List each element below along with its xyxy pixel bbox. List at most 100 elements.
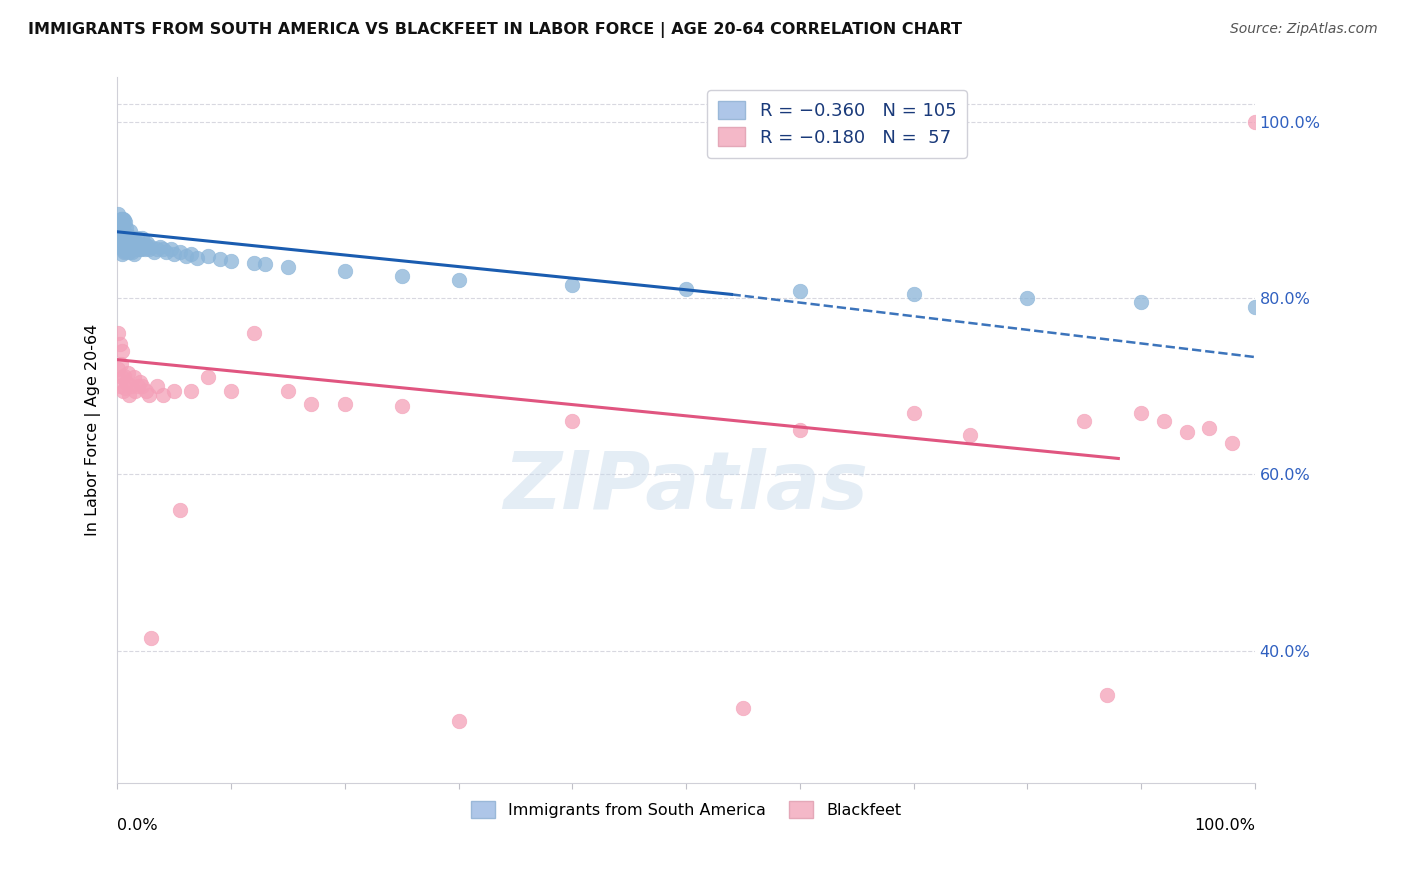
Point bbox=[115, 232, 138, 246]
Point bbox=[152, 388, 174, 402]
Point bbox=[114, 215, 136, 229]
Point bbox=[108, 225, 131, 239]
Point bbox=[180, 384, 202, 398]
Point bbox=[333, 397, 356, 411]
Point bbox=[122, 234, 145, 248]
Point bbox=[333, 264, 356, 278]
Point bbox=[115, 240, 138, 254]
Point bbox=[118, 243, 141, 257]
Point bbox=[131, 379, 153, 393]
Point bbox=[110, 225, 132, 239]
Point bbox=[197, 370, 219, 384]
Text: 0.0%: 0.0% bbox=[117, 818, 157, 833]
Point bbox=[112, 213, 135, 227]
Point bbox=[134, 243, 156, 257]
Point bbox=[110, 234, 132, 248]
Point bbox=[108, 379, 131, 393]
Point bbox=[391, 399, 413, 413]
Point bbox=[1175, 425, 1198, 439]
Point bbox=[219, 384, 242, 398]
Point bbox=[731, 701, 754, 715]
Point bbox=[117, 234, 139, 248]
Point bbox=[299, 397, 322, 411]
Point bbox=[391, 268, 413, 283]
Point bbox=[141, 240, 163, 254]
Point bbox=[141, 631, 163, 645]
Point bbox=[254, 257, 277, 271]
Point bbox=[125, 240, 148, 254]
Point bbox=[129, 375, 152, 389]
Point bbox=[111, 343, 134, 358]
Point bbox=[131, 231, 153, 245]
Point bbox=[117, 229, 139, 244]
Point bbox=[169, 502, 191, 516]
Point bbox=[447, 273, 470, 287]
Point bbox=[124, 384, 146, 398]
Point bbox=[124, 234, 146, 248]
Point bbox=[163, 247, 186, 261]
Point bbox=[120, 231, 142, 245]
Point bbox=[117, 243, 139, 257]
Point bbox=[242, 326, 264, 341]
Point bbox=[152, 243, 174, 257]
Text: IMMIGRANTS FROM SOUTH AMERICA VS BLACKFEET IN LABOR FORCE | AGE 20-64 CORRELATIO: IMMIGRANTS FROM SOUTH AMERICA VS BLACKFE… bbox=[28, 22, 962, 38]
Point bbox=[124, 247, 146, 261]
Point bbox=[107, 361, 129, 376]
Point bbox=[118, 224, 141, 238]
Point bbox=[111, 211, 134, 226]
Point bbox=[149, 240, 172, 254]
Point bbox=[277, 384, 299, 398]
Point bbox=[117, 238, 139, 252]
Text: ZIPatlas: ZIPatlas bbox=[503, 448, 869, 525]
Point bbox=[1198, 421, 1220, 435]
Point bbox=[447, 714, 470, 729]
Point bbox=[111, 243, 134, 257]
Point bbox=[115, 375, 138, 389]
Point bbox=[111, 234, 134, 248]
Point bbox=[163, 384, 186, 398]
Text: Source: ZipAtlas.com: Source: ZipAtlas.com bbox=[1230, 22, 1378, 37]
Point bbox=[146, 242, 169, 256]
Point bbox=[114, 381, 136, 395]
Point bbox=[789, 284, 811, 298]
Point bbox=[111, 232, 134, 246]
Point bbox=[117, 366, 139, 380]
Point bbox=[124, 238, 146, 252]
Point bbox=[110, 357, 132, 371]
Point bbox=[142, 245, 165, 260]
Point bbox=[117, 245, 139, 260]
Point bbox=[121, 236, 143, 251]
Point bbox=[1073, 414, 1095, 428]
Point bbox=[138, 388, 160, 402]
Point bbox=[114, 226, 136, 240]
Point bbox=[108, 238, 131, 252]
Point bbox=[124, 243, 146, 257]
Point bbox=[138, 243, 160, 257]
Point bbox=[122, 243, 145, 257]
Point bbox=[111, 370, 134, 384]
Point bbox=[561, 414, 583, 428]
Point bbox=[242, 255, 264, 269]
Point bbox=[118, 234, 141, 248]
Point bbox=[135, 238, 157, 252]
Point bbox=[1153, 414, 1175, 428]
Point bbox=[180, 247, 202, 261]
Text: 100.0%: 100.0% bbox=[1194, 818, 1254, 833]
Point bbox=[111, 211, 134, 226]
Point bbox=[155, 245, 177, 260]
Point bbox=[110, 211, 132, 226]
Point bbox=[186, 252, 208, 266]
Point bbox=[114, 244, 136, 259]
Point bbox=[117, 388, 139, 402]
Point bbox=[115, 221, 138, 235]
Point bbox=[561, 277, 583, 292]
Point bbox=[1130, 406, 1153, 420]
Point bbox=[111, 222, 134, 236]
Point bbox=[129, 243, 152, 257]
Point bbox=[169, 245, 191, 260]
Point bbox=[959, 427, 981, 442]
Point bbox=[112, 368, 135, 383]
Point bbox=[108, 336, 131, 351]
Point bbox=[1017, 291, 1039, 305]
Point bbox=[125, 231, 148, 245]
